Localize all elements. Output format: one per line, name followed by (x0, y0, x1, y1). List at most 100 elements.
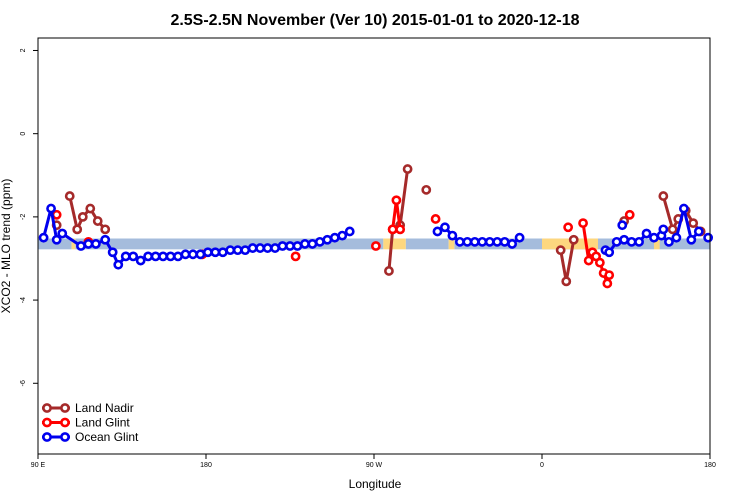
ocean-glint-point (38, 232, 49, 243)
ocean-glint-point (693, 226, 704, 237)
x-axis-label: Longitude (349, 477, 402, 491)
ocean-glint-point (100, 234, 111, 245)
ocean-glint-point (329, 232, 340, 243)
ocean-glint-point (641, 228, 652, 239)
land-nadir-point (568, 234, 579, 245)
ocean-glint-point (322, 234, 333, 245)
land-nadir-point (402, 164, 413, 174)
ocean-band (659, 238, 710, 250)
ocean-glint-point (202, 247, 213, 258)
land-nadir-legend-marker (42, 403, 52, 413)
ocean-glint-point (120, 251, 131, 262)
land-glint-point (583, 255, 594, 266)
land-glint-point (391, 195, 402, 206)
ocean-glint-point (107, 247, 118, 258)
land-nadir-point (77, 211, 88, 222)
ocean-glint-point (617, 220, 628, 231)
ocean-glint-point (337, 230, 348, 241)
ocean-glint-point (76, 241, 86, 251)
x-axis: 90 E 180 90 W 0 180 (31, 454, 716, 469)
land-glint-legend-label: Land Glint (75, 416, 130, 430)
ocean-glint-point (462, 236, 473, 247)
ocean-glint-point (604, 247, 615, 258)
land-nadir-point (688, 218, 699, 229)
land-band (71, 238, 76, 250)
land-nadir-point (72, 224, 83, 235)
land-nadir-point (667, 224, 678, 235)
land-band (383, 238, 406, 250)
ocean-glint-point (113, 259, 124, 270)
ocean-glint-point (664, 236, 674, 247)
ocean-glint-point (51, 234, 62, 245)
x-tick-label: 180 (200, 462, 212, 469)
land-glint-legend-marker (60, 417, 70, 428)
ocean-glint-point (210, 247, 221, 258)
ocean-glint-point (135, 255, 146, 266)
land-nadir-point (100, 224, 111, 235)
land-glint-point (563, 222, 574, 233)
land-glint-point (578, 218, 588, 229)
ocean-glint-point (180, 249, 191, 260)
land-nadir-point (561, 276, 572, 287)
land-glint-point (594, 257, 605, 268)
ocean-glint-point (247, 243, 258, 253)
land-nadir-point (64, 191, 75, 201)
x-tick-label: 90 W (366, 462, 383, 469)
ocean-glint-point (173, 251, 183, 262)
y-tick-label: 2 (20, 48, 27, 52)
x-tick-label: 0 (540, 462, 544, 469)
ocean-glint-point (150, 251, 161, 262)
ocean-glint-point (46, 203, 56, 214)
ocean-glint-point (143, 251, 154, 262)
ocean-glint-point (307, 239, 318, 249)
land-band (448, 238, 455, 250)
ocean-glint-legend-label: Ocean Glint (75, 430, 139, 444)
ocean-glint-point (188, 249, 198, 260)
ocean-glint-point (292, 241, 303, 251)
y-tick-label: -4 (20, 297, 27, 303)
ocean-glint-legend-marker (42, 432, 52, 442)
ocean-glint-point (507, 239, 518, 249)
ocean-glint-point (217, 247, 228, 258)
land-nadir-legend-label: Land Nadir (75, 401, 134, 415)
land-glint-point (624, 209, 635, 220)
land-nadir-point (85, 203, 96, 214)
ocean-glint-point (90, 239, 101, 249)
y-axis: 2 0 -2 -4 -6 (20, 48, 38, 386)
ocean-glint-point (611, 236, 622, 247)
ocean-glint-point (344, 226, 355, 237)
land-nadir-legend-marker (60, 403, 70, 413)
ocean-band (75, 238, 384, 250)
ocean-glint-series (38, 203, 714, 270)
ocean-glint-point (300, 239, 310, 249)
land-glint-point (370, 241, 381, 251)
land-glint-series (51, 195, 635, 289)
land-nadir-point (658, 191, 669, 201)
x-tick-label: 90 E (31, 462, 46, 469)
ocean-glint-point (634, 236, 644, 247)
land-nadir-point (421, 184, 432, 195)
ocean-glint-legend-marker (60, 432, 70, 442)
ocean-glint-point (83, 239, 94, 249)
land-glint-legend-marker (42, 417, 52, 428)
ocean-glint-point (477, 236, 488, 247)
y-axis-label: XCO2 - MLO trend (ppm) (0, 179, 13, 314)
ocean-glint-point (678, 203, 689, 214)
ocean-glint-point (262, 243, 273, 253)
y-tick-label: -6 (20, 380, 27, 386)
land-glint-point (290, 251, 301, 262)
ocean-glint-point (277, 241, 288, 251)
y-tick-label: -2 (20, 214, 27, 220)
ocean-glint-point (314, 236, 325, 247)
ocean-glint-point (514, 232, 525, 243)
land-band (542, 238, 598, 250)
ocean-glint-point (686, 234, 697, 245)
land-nadir-point (92, 216, 103, 226)
ocean-glint-point (195, 249, 206, 260)
land-glint-point (430, 214, 441, 224)
ocean-glint-point (128, 251, 139, 262)
land-glint-point (602, 278, 613, 289)
ocean-glint-point (619, 234, 630, 245)
